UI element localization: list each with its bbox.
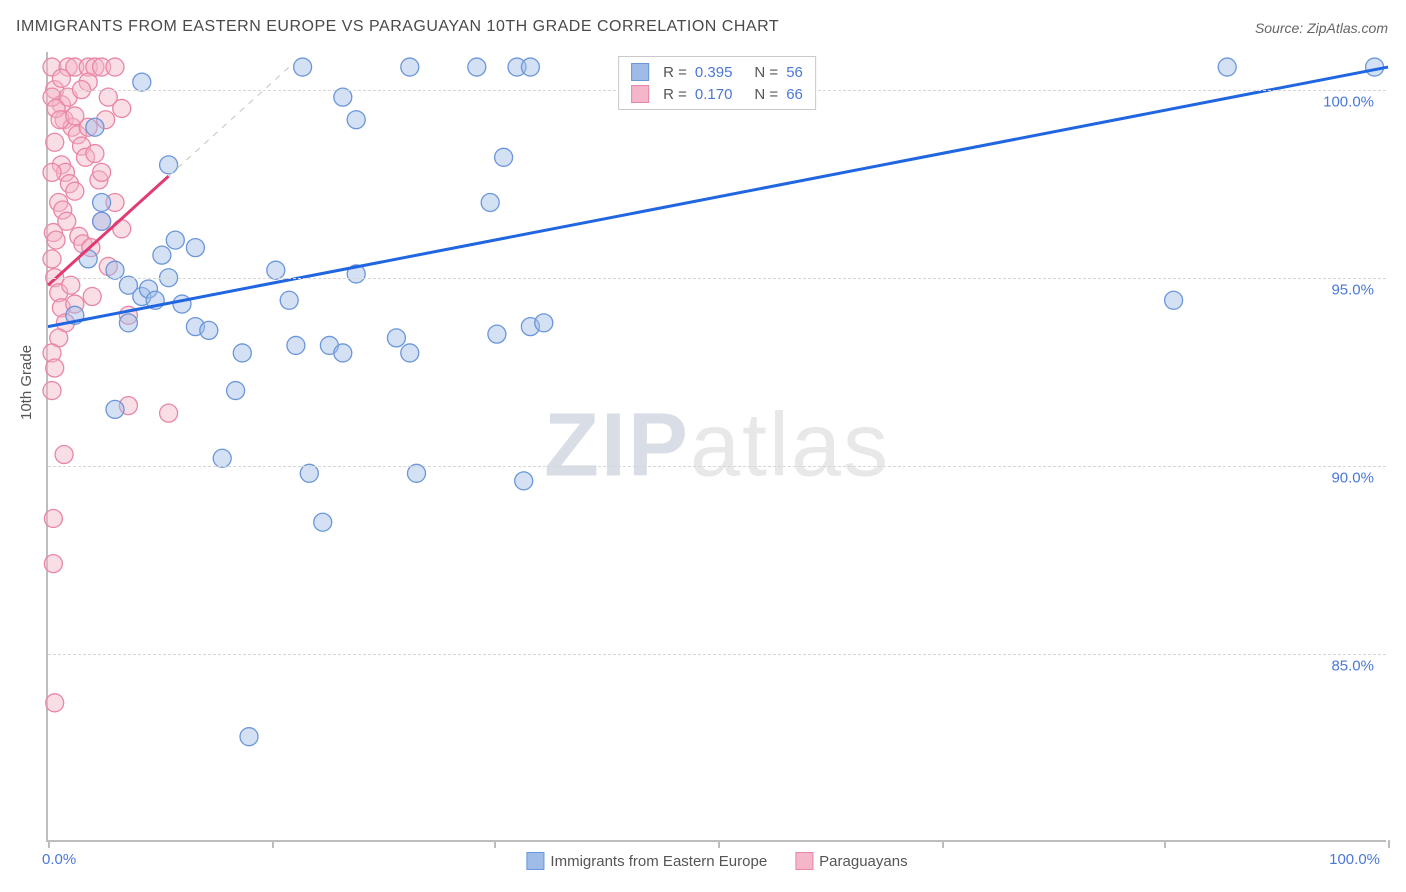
r-value-a: 0.395 [695,64,733,81]
swatch-icon [795,852,813,870]
r-value-b: 0.170 [695,86,733,103]
series-legend: Immigrants from Eastern Europe Paraguaya… [526,852,907,870]
y-axis-label: 10th Grade [18,345,35,420]
legend-label-a: Immigrants from Eastern Europe [550,853,767,870]
y-tick-label: 95.0% [1331,281,1374,298]
stats-row-series-b: R = 0.170 N = 66 [631,83,803,105]
y-tick-label: 100.0% [1323,93,1374,110]
swatch-icon [526,852,544,870]
n-value-b: 66 [786,86,803,103]
source-attribution: Source: ZipAtlas.com [1255,20,1388,36]
stats-row-series-a: R = 0.395 N = 56 [631,61,803,83]
x-axis-min-label: 0.0% [42,851,76,868]
r-label: R = [663,86,687,103]
legend-item-b: Paraguayans [795,852,907,870]
stats-legend: R = 0.395 N = 56 R = 0.170 N = 66 [618,56,816,110]
swatch-series-a [631,63,649,81]
legend-label-b: Paraguayans [819,853,907,870]
y-tick-label: 90.0% [1331,469,1374,486]
x-axis-max-label: 100.0% [1329,851,1380,868]
chart-title: IMMIGRANTS FROM EASTERN EUROPE VS PARAGU… [16,18,779,36]
n-label: N = [754,64,778,81]
n-label: N = [754,86,778,103]
legend-item-a: Immigrants from Eastern Europe [526,852,767,870]
chart-plot-area: ZIPatlas R = 0.395 N = 56 R = 0.170 N = … [46,52,1386,842]
r-label: R = [663,64,687,81]
swatch-series-b [631,85,649,103]
n-value-a: 56 [786,64,803,81]
scatter-svg [48,52,1386,840]
y-tick-label: 85.0% [1331,657,1374,674]
